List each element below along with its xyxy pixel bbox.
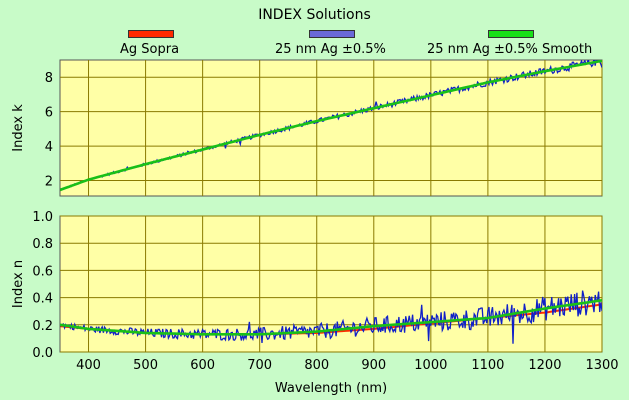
x-tick-label: 400 [76,358,101,373]
y-tick-label: 6 [45,106,53,121]
legend-swatch-smooth [488,30,534,38]
x-tick-label: 900 [361,358,386,373]
y-axis-label: Index k [11,104,26,152]
x-axis-label: Wavelength (nm) [275,381,387,396]
y-tick-label: 0.8 [32,237,53,252]
y-tick-label: 0.6 [32,264,53,279]
y-tick-label: 0.4 [32,292,53,307]
x-tick-label: 600 [190,358,215,373]
legend-label-measured: 25 nm Ag ±0.5% [275,42,386,57]
x-tick-label: 1300 [585,358,618,373]
y-tick-label: 0.0 [32,346,53,361]
y-axis-label: Index n [11,260,26,308]
y-tick-label: 8 [45,71,53,86]
series-line-25-nm-ag-0-5-smooth [60,60,602,192]
y-tick-label: 4 [45,140,53,155]
legend-swatch-measured [309,30,355,38]
chart-title: INDEX Solutions [258,7,371,23]
x-tick-label: 700 [247,358,272,373]
legend-label-ag-sopra: Ag Sopra [120,42,180,57]
plot-frame-1 [59,59,603,197]
legend-swatch-ag-sopra [128,30,174,38]
x-tick-label: 1200 [528,358,561,373]
legend-label-smooth: 25 nm Ag ±0.5% Smooth [427,42,593,57]
y-tick-label: 2 [45,175,53,190]
x-tick-label: 1100 [471,358,504,373]
x-tick-label: 500 [133,358,158,373]
x-tick-label: 800 [304,358,329,373]
x-tick-label: 1000 [414,358,447,373]
series-line-25-nm-ag-0-5-smooth [60,299,602,336]
y-tick-label: 0.2 [32,319,53,334]
y-tick-label: 1.0 [32,210,53,225]
